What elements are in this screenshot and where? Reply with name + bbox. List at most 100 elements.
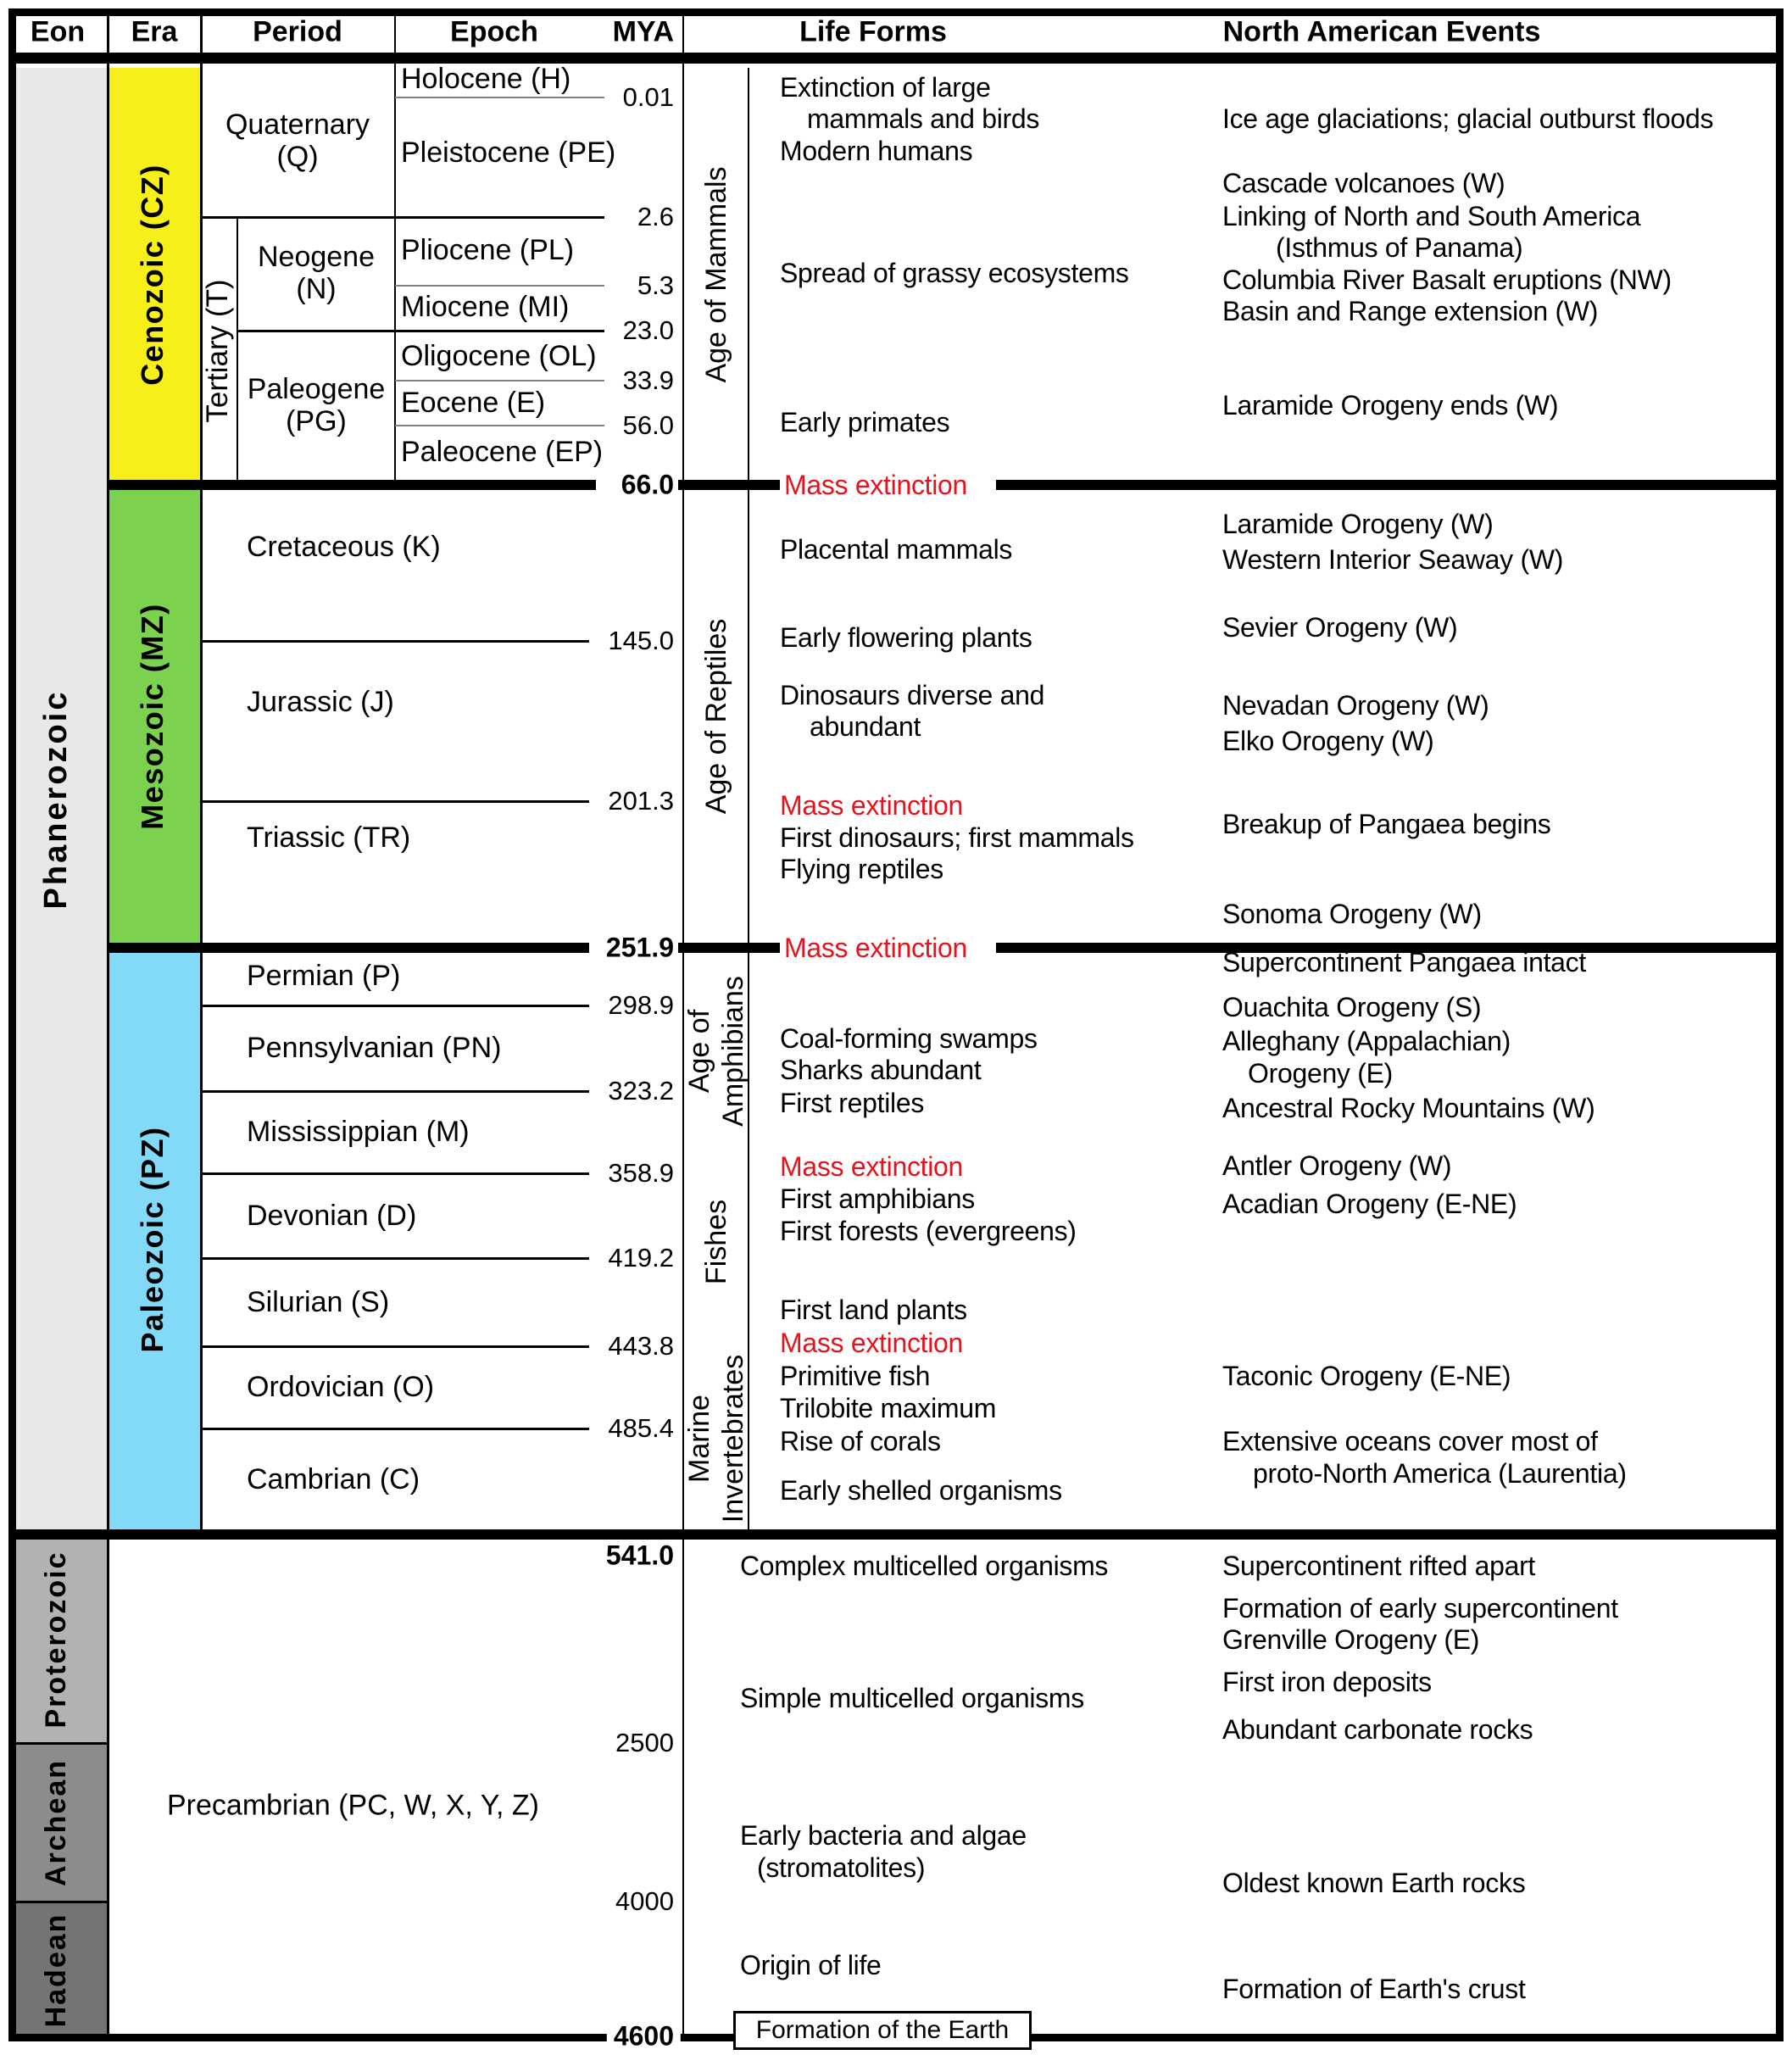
mya-value-2500: 2500 (615, 1728, 674, 1757)
na-event-item: Abundant carbonate rocks (1222, 1714, 1533, 1745)
life-form-item: Primitive fish (780, 1361, 931, 1391)
mya-value-145.0: 145.0 (608, 626, 674, 655)
mya-value-323.2: 323.2 (608, 1076, 674, 1105)
period-label-triassic-tr-: Triassic (TR) (247, 821, 411, 854)
na-event-item: Nevadan Orogeny (W) (1222, 690, 1489, 721)
eon-fill-proterozoic (12, 1540, 108, 1743)
life-form-item: mammals and birds (807, 103, 1040, 134)
column-line-1 (199, 12, 203, 1534)
na-event-item: First iron deposits (1222, 1667, 1432, 1697)
life-form-item: Rise of corals (780, 1426, 941, 1456)
mya-value-2.6: 2.6 (637, 202, 674, 231)
life-form-item: First reptiles (780, 1088, 925, 1118)
na-event-item: Grenville Orogeny (E) (1222, 1624, 1480, 1655)
header-epoch: Epoch (450, 15, 538, 48)
eon-fill-phanerozoic (12, 68, 108, 1529)
na-event-item: Oldest known Earth rocks (1222, 1868, 1526, 1898)
life-form-item: Origin of life (740, 1950, 882, 1980)
period-label-silurian-s-: Silurian (S) (247, 1286, 390, 1318)
mya-value-251.9: 251.9 (605, 932, 674, 963)
mya-value-56.0: 56.0 (622, 410, 674, 440)
eon-label-phanerozoic: Phanerozoic (38, 689, 74, 910)
mya-tick-line-56.0 (395, 425, 604, 426)
na-event-item: Alleghany (Appalachian) (1222, 1026, 1511, 1056)
period-label-devonian-d-: Devonian (D) (247, 1200, 417, 1232)
life-form-item: Early primates (780, 407, 950, 437)
mya-tick-line-485.4 (201, 1428, 589, 1430)
precambrian-label: Precambrian (PC, W, X, Y, Z) (167, 1789, 539, 1822)
extinction-line-251.9-seg2 (996, 943, 1780, 953)
era-fill-mesozoic (108, 490, 201, 943)
age-label-age-of-amphibians: Age of Amphibians (683, 976, 749, 1127)
eon-fill-hadean (12, 1902, 108, 2034)
na-event-item: Linking of North and South America (1222, 201, 1641, 231)
epoch-label-paleocene: Paleocene (EP) (401, 436, 604, 468)
eon-label-hadean: Hadean (40, 1913, 72, 2028)
mya-tick-line-443.8 (201, 1345, 589, 1348)
eon-label-proterozoic: Proterozoic (40, 1551, 72, 1729)
na-event-item: Basin and Range extension (W) (1222, 296, 1599, 326)
life-form-item: Coal-forming swamps (780, 1023, 1038, 1054)
life-form-item: Simple multicelled organisms (740, 1683, 1084, 1713)
na-event-item: proto-North America (Laurentia) (1253, 1458, 1627, 1489)
mya-value-419.2: 419.2 (608, 1243, 674, 1273)
mya-value-33.9: 33.9 (622, 365, 674, 395)
extinction-line-66.0-seg1 (678, 480, 780, 490)
life-form-item: First forests (evergreens) (780, 1216, 1077, 1246)
eon-boundary-line-1 (12, 1901, 108, 1903)
epoch-label-pleistocene: Pleistocene (PE) (401, 136, 616, 169)
period-label-paleogene: Paleogene (PG) (247, 373, 386, 437)
column-line-3 (394, 12, 396, 485)
na-event-item: Laramide Orogeny ends (W) (1222, 390, 1559, 420)
age-label-age-of-reptiles: Age of Reptiles (700, 618, 732, 815)
na-event-item: Cascade volcanoes (W) (1222, 168, 1505, 198)
mya-value-0.01: 0.01 (622, 82, 674, 112)
extinction-line-66.0-seg0 (108, 480, 596, 490)
life-form-item: Spread of grassy ecosystems (780, 258, 1129, 288)
column-line-5 (748, 68, 749, 1534)
na-event-item: Columbia River Basalt eruptions (NW) (1222, 265, 1672, 295)
life-form-item: Extinction of large (780, 72, 991, 103)
formation-of-earth-box: Formation of the Earth (733, 2011, 1032, 2050)
life-form-item: Trilobite maximum (780, 1393, 997, 1423)
era-label-cenozoic: Cenozoic (CZ) (135, 164, 170, 386)
extinction-line-251.9-seg0 (108, 943, 589, 953)
header-eon: Eon (30, 15, 86, 48)
life-form-item: Flying reptiles (780, 854, 943, 884)
extinction-line-66.0-seg2 (996, 480, 1780, 490)
period-label-jurassic-j-: Jurassic (J) (247, 686, 394, 718)
na-event-item: Breakup of Pangaea begins (1222, 809, 1551, 839)
epoch-label-holocene: Holocene (H) (401, 63, 571, 95)
life-form-mass-extinction: Mass extinction (780, 790, 964, 821)
na-event-item: Laramide Orogeny (W) (1222, 509, 1494, 539)
boundary-line-541-seg0 (12, 1529, 1780, 1540)
column-line-4 (682, 12, 684, 2034)
life-form-item: Sharks abundant (780, 1055, 982, 1085)
mya-tick-line-201.3 (201, 800, 589, 803)
extinction-line-251.9-seg1 (678, 943, 780, 953)
era-fill-cenozoic (108, 68, 201, 480)
eon-boundary-line-0 (12, 1742, 108, 1745)
na-event-item: Ice age glaciations; glacial outburst fl… (1222, 103, 1714, 134)
mya-value-5.3: 5.3 (637, 270, 674, 300)
formation-of-earth-label: Formation of the Earth (755, 2016, 1010, 2044)
mya-tick-line-145.0 (201, 640, 589, 643)
header-period: Period (253, 15, 342, 48)
na-event-item: Supercontinent rifted apart (1222, 1551, 1536, 1581)
header-mya: MYA (612, 15, 674, 48)
na-event-item: Acadian Orogeny (E-NE) (1222, 1189, 1517, 1219)
age-label-marine-invertebrates: Marine Invertebrates (683, 1354, 749, 1523)
period-label-quaternary: Quaternary (Q) (225, 109, 370, 173)
age-label-age-of-mammals: Age of Mammals (700, 166, 732, 383)
na-event-item: Elko Orogeny (W) (1222, 726, 1434, 756)
life-form-item: First land plants (780, 1295, 967, 1325)
na-event-item: Western Interior Seaway (W) (1222, 544, 1564, 575)
mya-tick-line-419.2 (201, 1257, 589, 1260)
header-era: Era (131, 15, 178, 48)
mya-tick-line-2.6 (201, 216, 604, 219)
mya-value-485.4: 485.4 (608, 1413, 674, 1443)
na-event-item: Ouachita Orogeny (S) (1222, 992, 1482, 1022)
age-label-fishes: Fishes (700, 1199, 732, 1285)
era-label-paleozoic: Paleozoic (PZ) (135, 1126, 170, 1353)
mya-value-23.0: 23.0 (622, 315, 674, 345)
